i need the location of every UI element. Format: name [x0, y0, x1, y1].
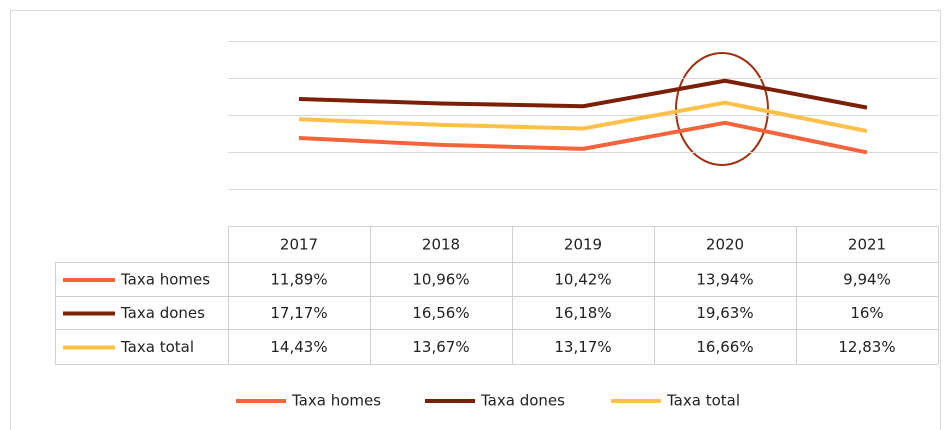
x-tick-label: 2017 — [280, 236, 318, 254]
legend-label: Taxa dones — [480, 392, 565, 410]
table-series-name: Taxa total — [120, 338, 194, 356]
data-label: 12,83% — [838, 338, 895, 356]
data-label: 9,94% — [843, 271, 891, 289]
legend-label: Taxa total — [666, 392, 740, 410]
data-label: 14,43% — [270, 338, 327, 356]
data-label: 10,42% — [554, 271, 611, 289]
data-label: 16,56% — [412, 304, 469, 322]
data-label: 16% — [850, 304, 883, 322]
table-series-name: Taxa homes — [120, 271, 210, 289]
series-line — [298, 78, 868, 110]
x-tick-label: 2019 — [564, 236, 602, 254]
data-label: 13,67% — [412, 338, 469, 356]
x-tick-label: 2018 — [422, 236, 460, 254]
data-label: 10,96% — [412, 271, 469, 289]
data-label: 13,17% — [554, 338, 611, 356]
data-label: 19,63% — [696, 304, 753, 322]
data-label: 13,94% — [696, 271, 753, 289]
chart-frame — [10, 10, 941, 430]
series-line — [298, 120, 868, 155]
highlight-circle — [675, 52, 769, 166]
table-series-name: Taxa dones — [120, 304, 205, 322]
data-label: 17,17% — [270, 304, 327, 322]
data-label: 11,89% — [270, 271, 327, 289]
legend-label: Taxa homes — [291, 392, 381, 410]
data-label: 16,66% — [696, 338, 753, 356]
series-line — [298, 100, 868, 134]
x-tick-label: 2021 — [848, 236, 886, 254]
data-label: 16,18% — [554, 304, 611, 322]
x-tick-label: 2020 — [706, 236, 744, 254]
